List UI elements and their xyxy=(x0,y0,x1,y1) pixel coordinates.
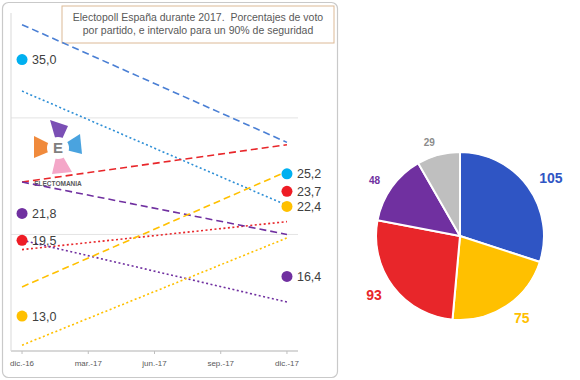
point xyxy=(281,271,292,282)
data-labels: 35,0 25,2 19,5 23,7 21,8 16,4 13,0 22,4 xyxy=(32,53,321,323)
title: Electopoll España durante 2017. Porcenta… xyxy=(73,11,324,36)
pie-slice xyxy=(418,152,460,236)
figure: dic.-16 mar.-17 jun.-17 sep.-17 dic.-17 Elect… xyxy=(0,0,580,380)
title-box: Electopoll España durante 2017. Porcenta… xyxy=(62,6,334,43)
slice-label: 75 xyxy=(514,310,530,326)
x-tick xyxy=(220,351,221,354)
interval-line xyxy=(22,25,287,143)
logo-text: ELECTOMANIA xyxy=(34,180,82,187)
data-label: 25,2 xyxy=(297,167,321,181)
interval-line xyxy=(22,145,287,182)
point xyxy=(281,168,292,179)
x-tick-label: mar.-17 xyxy=(75,359,103,368)
plot-marks xyxy=(17,25,293,346)
interval-line xyxy=(22,222,287,250)
logo-letter: E xyxy=(53,139,63,156)
y-axis xyxy=(11,13,12,351)
data-label: 22,4 xyxy=(297,200,321,214)
x-tick xyxy=(154,351,155,354)
pie-slice xyxy=(452,236,539,320)
data-label: 16,4 xyxy=(297,270,321,284)
pie-outline xyxy=(376,152,544,320)
title-frame xyxy=(62,6,334,43)
slice-label: 105 xyxy=(539,170,563,186)
grid-line xyxy=(11,117,298,118)
x-tick-label: dic.-16 xyxy=(10,359,35,368)
pie-slice xyxy=(376,220,460,319)
data-label: 19,5 xyxy=(32,234,56,248)
point xyxy=(281,201,292,212)
data-label: 23,7 xyxy=(297,185,321,199)
point xyxy=(281,186,292,197)
point xyxy=(17,311,28,322)
pie-labels: 105 75 93 48 29 xyxy=(366,137,563,325)
slice-label: 29 xyxy=(424,137,436,148)
interval-line xyxy=(22,172,287,287)
interval-line xyxy=(22,238,287,345)
x-tick-label: dic.-17 xyxy=(275,359,300,368)
interval-line xyxy=(22,182,287,234)
point xyxy=(17,54,28,65)
x-tick xyxy=(286,351,287,354)
slice-label: 93 xyxy=(366,287,382,303)
panel-frame xyxy=(3,3,338,378)
point xyxy=(17,235,28,246)
x-tick-label: jun.-17 xyxy=(141,359,167,368)
line-chart: dic.-16 mar.-17 jun.-17 sep.-17 dic.-17 Elect… xyxy=(3,3,338,378)
x-tick-label: sep.-17 xyxy=(207,359,234,368)
x-tick xyxy=(88,351,89,354)
point xyxy=(17,208,28,219)
data-label: 21,8 xyxy=(32,207,56,221)
data-label: 13,0 xyxy=(32,310,56,324)
interval-line xyxy=(22,240,287,302)
pie-chart xyxy=(376,152,544,320)
slice-label: 48 xyxy=(369,175,381,186)
x-tick xyxy=(22,351,23,354)
data-label: 35,0 xyxy=(32,53,56,67)
